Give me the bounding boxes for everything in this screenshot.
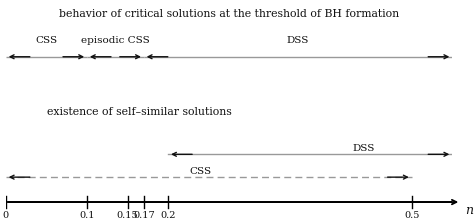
Text: DSS: DSS bbox=[353, 144, 375, 153]
Text: existence of self–similar solutions: existence of self–similar solutions bbox=[47, 107, 232, 117]
Text: CSS: CSS bbox=[190, 167, 212, 176]
Text: behavior of critical solutions at the threshold of BH formation: behavior of critical solutions at the th… bbox=[59, 9, 399, 19]
Text: 0.5: 0.5 bbox=[404, 211, 419, 220]
Text: 0: 0 bbox=[3, 211, 9, 220]
Text: 0.17: 0.17 bbox=[133, 211, 155, 220]
Text: DSS: DSS bbox=[287, 36, 309, 45]
Text: episodic CSS: episodic CSS bbox=[81, 36, 150, 45]
Text: 0.15: 0.15 bbox=[117, 211, 138, 220]
Text: 0.2: 0.2 bbox=[160, 211, 176, 220]
Text: n: n bbox=[465, 204, 474, 217]
Text: 0.1: 0.1 bbox=[79, 211, 95, 220]
Text: CSS: CSS bbox=[36, 36, 57, 45]
